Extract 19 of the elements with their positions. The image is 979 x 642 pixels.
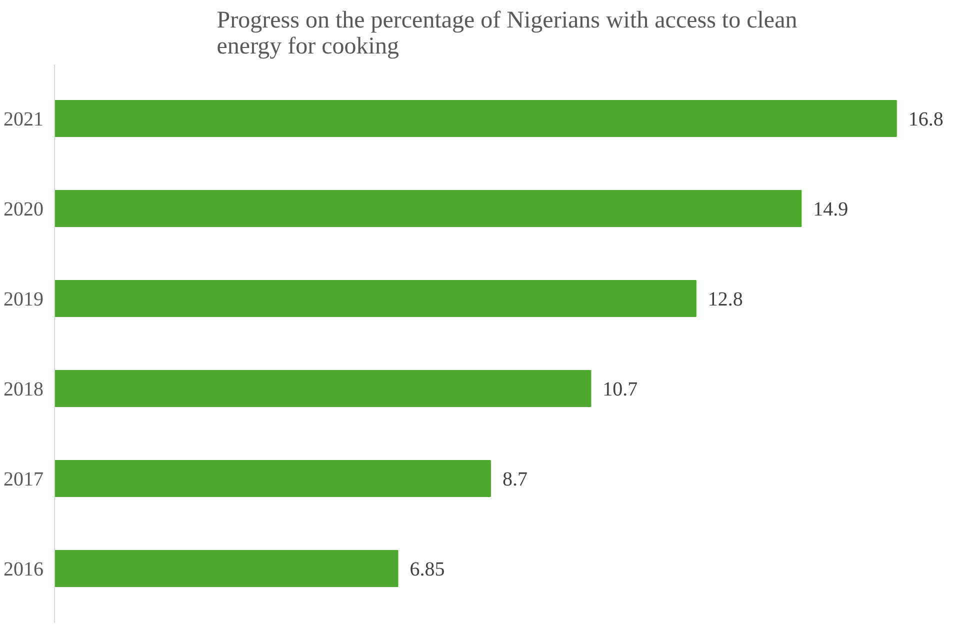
chart-title: Progress on the percentage of Nigerians with access to clean energy for cooking: [216, 8, 798, 60]
bar: [54, 100, 897, 137]
y-tick-label: 2021: [4, 108, 44, 130]
data-label: 10.7: [602, 378, 638, 400]
bar: [54, 370, 592, 407]
data-label: 12.8: [708, 288, 743, 310]
data-label: 6.85: [410, 558, 445, 580]
bar: [54, 460, 491, 497]
y-tick-label: 2017: [4, 468, 44, 490]
bar: [54, 550, 398, 587]
y-tick-label: 2020: [4, 198, 44, 220]
data-label: 16.8: [908, 108, 944, 130]
data-label: 8.7: [502, 468, 528, 490]
y-tick-label: 2016: [4, 558, 44, 580]
y-tick-label: 2019: [4, 288, 44, 310]
data-label: 14.9: [813, 198, 848, 220]
bar: [54, 280, 696, 317]
y-tick-label: 2018: [4, 378, 44, 400]
bar: [54, 190, 802, 227]
